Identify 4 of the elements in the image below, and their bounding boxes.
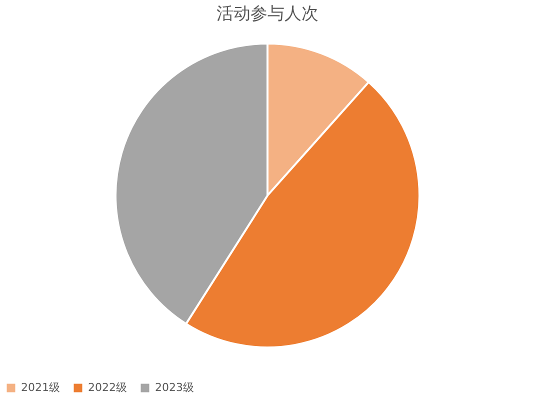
legend-label: 2022级: [88, 381, 127, 394]
legend-label: 2021级: [21, 381, 60, 394]
chart-title: 活动参与人次: [216, 4, 318, 24]
legend-label: 2023级: [155, 381, 194, 394]
